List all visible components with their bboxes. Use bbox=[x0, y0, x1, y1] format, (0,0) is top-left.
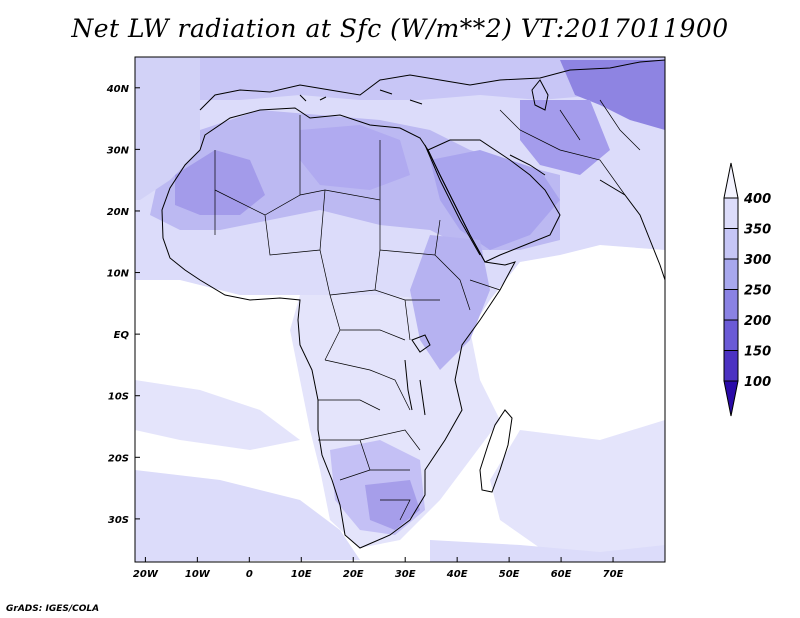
coastlines bbox=[161, 59, 665, 549]
shade-north-atlantic bbox=[135, 57, 200, 200]
lat-tick-label: 30N bbox=[107, 145, 130, 156]
latitude-axis: 40N 30N 20N 10N EQ 10S 20S 30S bbox=[106, 84, 140, 526]
lat-tick-label: 10S bbox=[108, 392, 129, 403]
colorbar-segment bbox=[723, 289, 739, 321]
lat-tick-label: 40N bbox=[106, 84, 130, 95]
lon-tick-label: 0 bbox=[246, 569, 253, 580]
lat-tick-label: EQ bbox=[114, 330, 130, 341]
caspian-sea bbox=[531, 79, 549, 111]
colorbar-level-label: 350 bbox=[744, 223, 771, 238]
india-coastline bbox=[599, 179, 665, 281]
mediterranean-islands bbox=[299, 89, 423, 105]
colorbar-level-label: 300 bbox=[744, 253, 771, 268]
red-sea-line bbox=[424, 144, 481, 256]
colorbar: 400 350 300 250 200 150 100 bbox=[723, 162, 771, 417]
lon-tick-label: 10W bbox=[185, 569, 211, 580]
shade-southeast-ocean bbox=[430, 540, 665, 562]
country-borders bbox=[214, 99, 641, 521]
colorbar-segment bbox=[723, 197, 739, 229]
shade-iran bbox=[520, 100, 610, 175]
shade-east-africa bbox=[410, 235, 490, 370]
border-lines bbox=[214, 99, 641, 521]
colorbar-level-label: 250 bbox=[744, 284, 771, 299]
lat-tick-label: 10N bbox=[107, 269, 130, 280]
lat-tick-label: 30S bbox=[108, 515, 129, 526]
lon-tick-label: 70E bbox=[603, 569, 624, 580]
shade-north-africa bbox=[300, 125, 410, 190]
colorbar-segment bbox=[723, 228, 739, 260]
arabia-coastline bbox=[427, 139, 561, 263]
colorbar-segment bbox=[723, 350, 739, 382]
lon-tick-label: 20E bbox=[343, 569, 364, 580]
colorbar-level-label: 100 bbox=[744, 375, 771, 390]
chart-title: Net LW radiation at Sfc (W/m**2) VT:2017… bbox=[71, 14, 729, 43]
shade-south-ocean bbox=[135, 470, 360, 562]
europe-coastline bbox=[199, 59, 665, 111]
africa-coastline bbox=[161, 107, 517, 549]
shade-south-africa bbox=[365, 480, 420, 530]
longitude-axis: 20W 10W 0 10E 20E 30E 40E 50E 60E 70E bbox=[133, 557, 624, 580]
lake-victoria bbox=[411, 334, 431, 353]
lon-tick-label: 10E bbox=[291, 569, 312, 580]
plot-frame bbox=[134, 56, 666, 563]
credit-text: GrADS: IGES/COLA bbox=[6, 604, 100, 614]
colorbar-level-label: 400 bbox=[743, 192, 771, 207]
radiation-field bbox=[135, 57, 665, 562]
shade-west-sahara bbox=[175, 150, 265, 215]
rift-lakes bbox=[404, 359, 426, 416]
shade-southwest-ocean bbox=[135, 380, 300, 450]
colorbar-segment bbox=[723, 258, 739, 290]
shade-indian-ocean bbox=[490, 420, 665, 562]
colorbar-top-arrow bbox=[723, 162, 739, 199]
lon-tick-label: 60E bbox=[551, 569, 572, 580]
colorbar-level-label: 200 bbox=[744, 314, 771, 329]
lat-tick-label: 20S bbox=[108, 453, 129, 464]
lon-tick-label: 20W bbox=[133, 569, 159, 580]
colorbar-segment bbox=[723, 319, 739, 351]
colorbar-bottom-arrow bbox=[723, 380, 739, 417]
shade-asia-dark bbox=[560, 60, 665, 130]
colorbar-level-label: 150 bbox=[744, 345, 771, 360]
lon-tick-label: 50E bbox=[499, 569, 520, 580]
lon-tick-label: 40E bbox=[446, 569, 468, 580]
lat-tick-label: 20N bbox=[107, 207, 130, 218]
persian-gulf-line bbox=[509, 154, 546, 176]
lon-tick-label: 30E bbox=[395, 569, 416, 580]
madagascar-coastline bbox=[479, 409, 513, 493]
